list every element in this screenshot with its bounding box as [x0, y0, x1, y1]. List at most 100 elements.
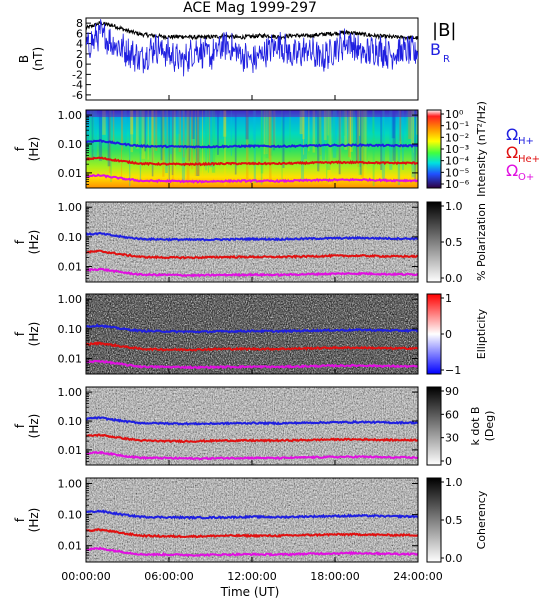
polarization-ylabel-top: f	[13, 239, 27, 244]
polarization-ftick-label: 0.01	[58, 261, 83, 274]
intensity-he-gyrofrequency-line	[86, 156, 418, 167]
polarization-heatmap-texture	[86, 202, 418, 282]
k-dot-b-colorbar-tick-label: 30	[445, 432, 459, 445]
k-dot-b-ylabel-bottom: (Hz)	[27, 414, 41, 439]
polarization-colorbar-tick-label: 0.5	[445, 236, 463, 249]
b-ytick-label: 0	[76, 58, 83, 71]
legend-b-magnitude: |B|	[432, 20, 456, 41]
intensity-colorbar-label: Intensity (nT²/Hz)	[475, 101, 488, 197]
k-dot-b-h-gyrofrequency-line	[86, 416, 418, 426]
ellipticity-colorbar	[426, 293, 442, 375]
coherency-colorbar-tick-label: 1.0	[445, 476, 463, 489]
ellipticity-colorbar-tick-label: 0	[445, 328, 452, 341]
legend-omega-o-subscript: O+	[518, 172, 534, 183]
coherency-colorbar-label: Coherency	[475, 490, 488, 549]
legend-omega-h: Ω	[506, 125, 518, 144]
coherency-ftick-label: 1.00	[58, 477, 83, 490]
ellipticity-ftick-label: 1.00	[58, 293, 83, 306]
x-axis: 00:00:00 06:00:00 12:00:00 18:00:00 24:00:00	[61, 570, 442, 583]
coherency-colorbar-tick-label: 0.5	[445, 514, 463, 527]
intensity-h-gyrofrequency-line	[86, 139, 418, 149]
ellipticity-heatmap-texture	[86, 294, 418, 374]
polarization-colorbar	[426, 201, 442, 283]
k-dot-b-colorbar-tick-label: 60	[445, 408, 459, 421]
b-ylabel-bottom: (nT)	[31, 47, 45, 71]
intensity-ftick-label: 0.10	[58, 138, 83, 151]
ellipticity-colorbar-label: Ellipticity	[475, 308, 488, 359]
legend-omega-he: Ω	[506, 143, 518, 162]
x-tick-label: 06:00:00	[144, 570, 193, 583]
legend-b-radial: B	[430, 40, 441, 59]
b-magnitude-line	[86, 21, 418, 41]
k-dot-b-colorbar-label-bottom: (Deg)	[483, 411, 496, 442]
coherency-heatmap-texture	[86, 478, 418, 562]
b-panel-frame	[85, 17, 419, 101]
coherency-ftick-label: 0.10	[58, 509, 83, 522]
ellipticity-colorbar-tick-label: 1	[445, 292, 452, 305]
b-ytick-label: 2	[76, 48, 83, 61]
polarization-colorbar-label: % Polarization	[475, 203, 488, 281]
intensity-colorbar-tick-label: 10⁻¹	[445, 120, 469, 133]
legend-omega-h-subscript: H+	[518, 136, 534, 147]
ellipticity-he-gyrofrequency-line	[86, 341, 418, 352]
k-dot-b-ftick-label: 0.01	[58, 444, 83, 457]
k-dot-b-o-gyrofrequency-line	[86, 450, 418, 461]
intensity-o-gyrofrequency-line	[86, 173, 418, 184]
ellipticity-ftick-label: 0.10	[58, 323, 83, 336]
ellipticity-ftick-label: 0.01	[58, 353, 83, 366]
k-dot-b-colorbar-tick-label: 0	[445, 455, 452, 468]
x-tick-label: 12:00:00	[227, 570, 276, 583]
coherency-ftick-label: 0.01	[58, 540, 83, 553]
chart-title: ACE Mag 1999-297	[183, 0, 317, 16]
b-ytick-label: -6	[72, 89, 83, 102]
k-dot-b-ftick-label: 1.00	[58, 386, 83, 399]
k-dot-b-colorbar	[426, 386, 442, 466]
intensity-colorbar-tick-label: 10⁻⁶	[445, 178, 470, 191]
polarization-ftick-label: 1.00	[58, 201, 83, 214]
intensity-colorbar	[426, 109, 442, 189]
coherency-ylabel-bottom: (Hz)	[27, 508, 41, 533]
gyrofrequency-legend: Ω H+ Ω He+ Ω O+	[506, 125, 540, 183]
intensity-ylabel-top: f	[13, 146, 27, 151]
coherency-colorbar-tick-label: 0.0	[445, 552, 463, 565]
x-tick-label: 24:00:00	[393, 570, 442, 583]
ellipticity-colorbar-tick-label: −1	[445, 364, 461, 377]
polarization-h-gyrofrequency-line	[86, 231, 418, 242]
intensity-colorbar-tick-label: 10⁰	[445, 108, 464, 121]
intensity-colorbar-tick-label: 10⁻³	[445, 143, 469, 156]
polarization-colorbar-tick-label: 0.0	[445, 272, 463, 285]
legend-b-radial-subscript: R	[443, 54, 450, 65]
coherency-ylabel-top: f	[13, 517, 27, 522]
polarization-he-gyrofrequency-line	[86, 249, 418, 260]
coherency-he-gyrofrequency-line	[86, 527, 418, 539]
intensity-ftick-label: 1.00	[58, 109, 83, 122]
intensity-ylabel-bottom: (Hz)	[27, 137, 41, 162]
b-ytick-label: -4	[72, 79, 83, 92]
x-tick-label: 00:00:00	[61, 570, 110, 583]
polarization-o-gyrofrequency-line	[86, 267, 418, 278]
k-dot-b-heatmap-texture	[86, 387, 418, 465]
intensity-colorbar-tick-label: 10⁻²	[445, 131, 469, 144]
coherency-o-gyrofrequency-line	[86, 546, 418, 558]
b-ytick-label: 4	[76, 38, 83, 51]
intensity-ftick-label: 0.01	[58, 167, 83, 180]
ellipticity-ylabel-top: f	[13, 331, 27, 336]
ellipticity-h-gyrofrequency-line	[86, 323, 418, 334]
intensity-colorbar-tick-label: 10⁻⁵	[445, 166, 469, 179]
polarization-ylabel-bottom: (Hz)	[27, 230, 41, 255]
k-dot-b-he-gyrofrequency-line	[86, 433, 418, 444]
b-ylabel-top: B	[17, 55, 31, 63]
intensity-heatmap	[86, 110, 418, 188]
coherency-colorbar	[426, 477, 442, 563]
x-tick-label: 18:00:00	[310, 570, 359, 583]
b-radial-line	[86, 19, 418, 77]
k-dot-b-ylabel-top: f	[13, 423, 27, 428]
k-dot-b-colorbar-label-top: k dot B	[469, 407, 482, 446]
ellipticity-ylabel-bottom: (Hz)	[27, 322, 41, 347]
k-dot-b-ftick-label: 0.10	[58, 415, 83, 428]
x-axis-label: Time (UT)	[220, 585, 280, 599]
polarization-ftick-label: 0.10	[58, 231, 83, 244]
legend-omega-he-subscript: He+	[518, 154, 540, 165]
